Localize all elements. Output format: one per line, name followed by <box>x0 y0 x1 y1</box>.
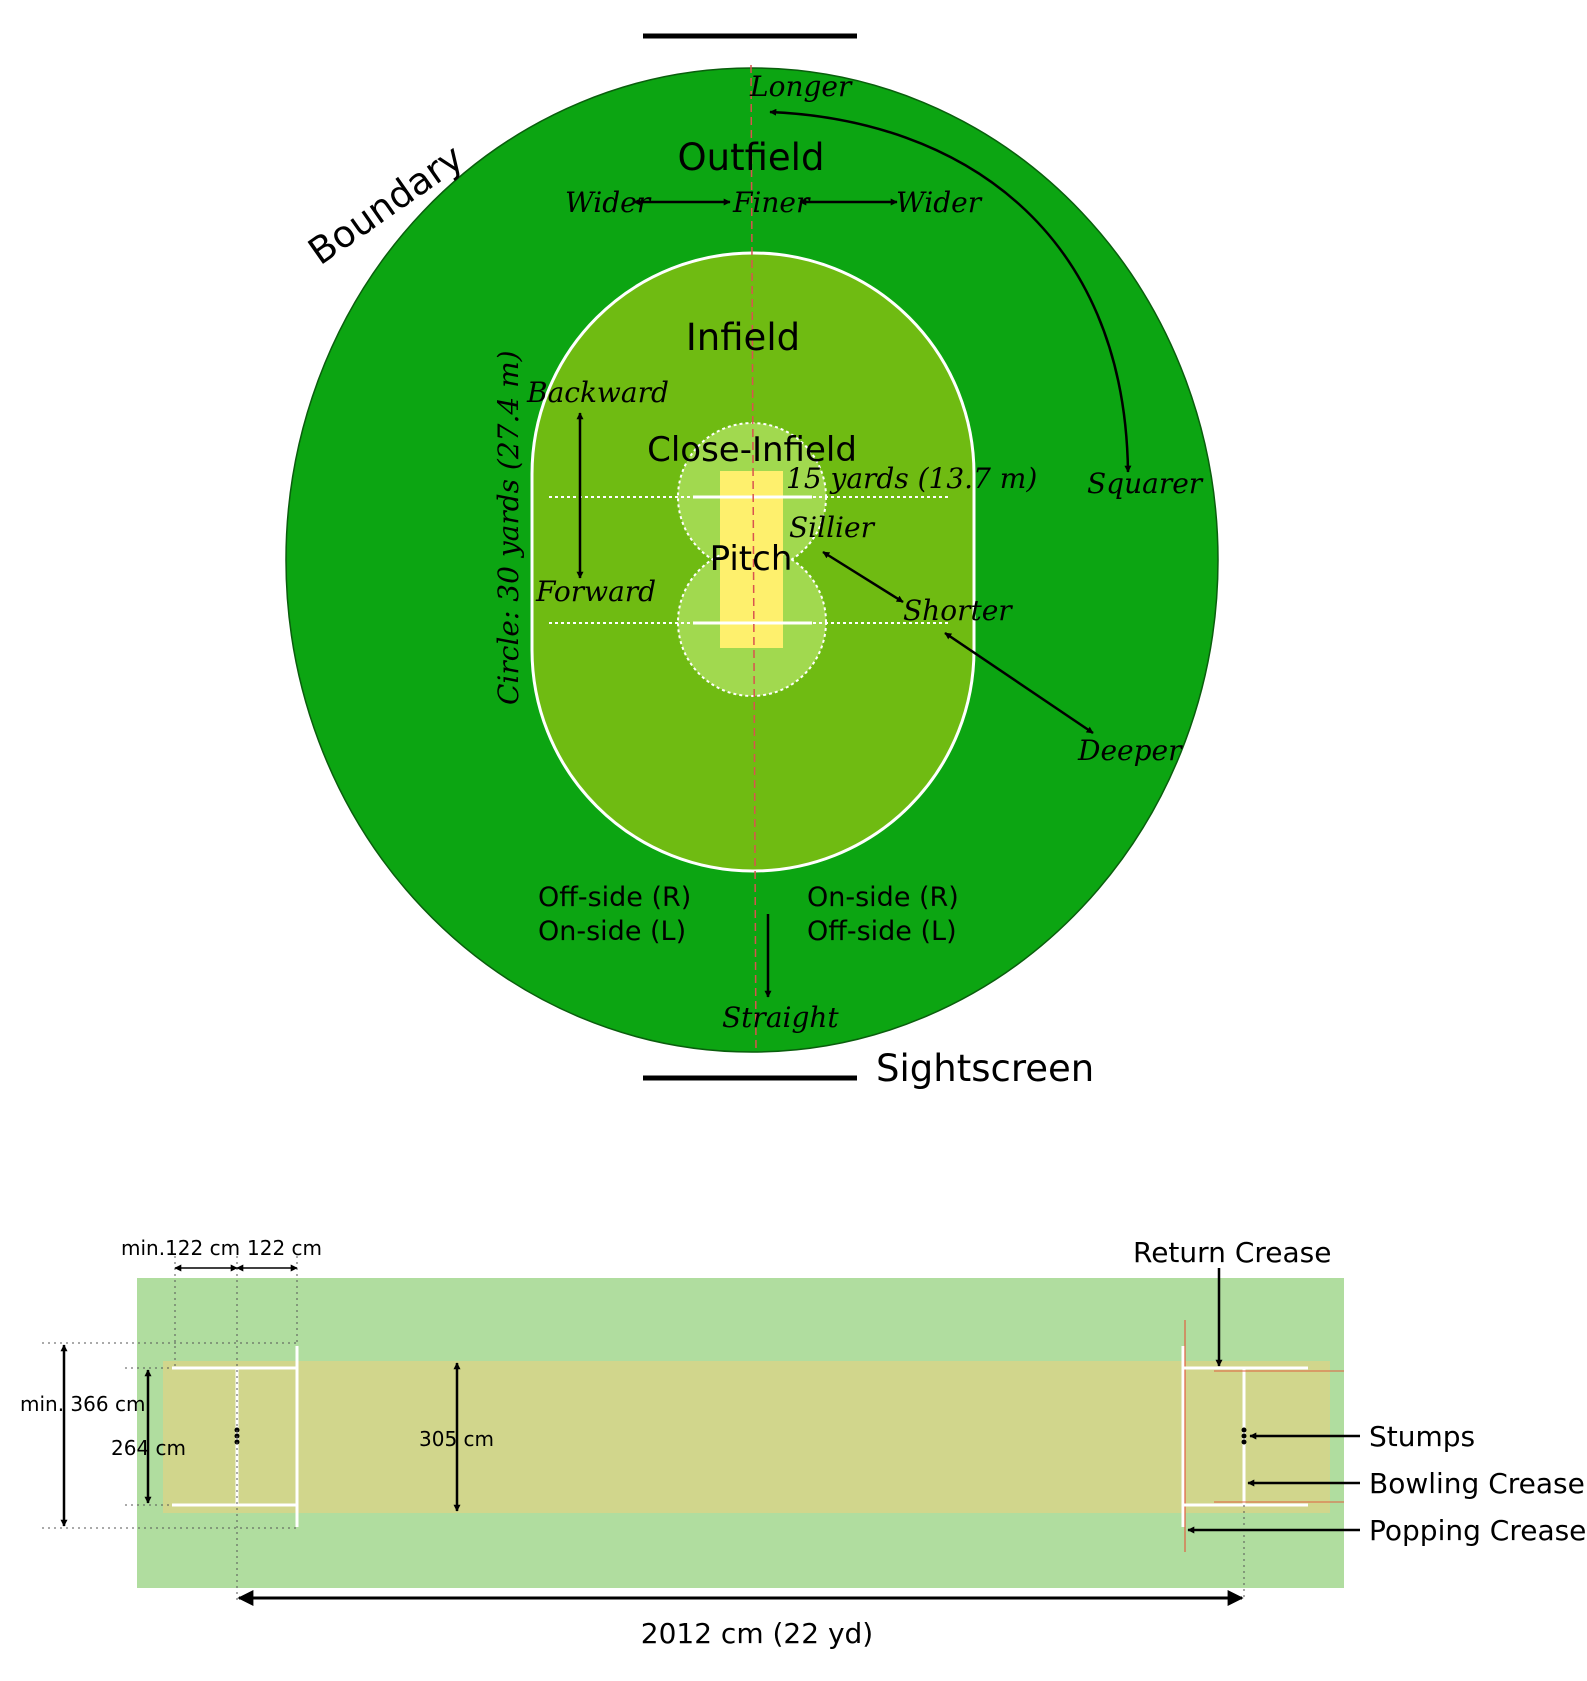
bowling-crease-label: Bowling Crease <box>1369 1467 1585 1500</box>
wider-right-label: Wider <box>896 186 983 219</box>
longer-label: Longer <box>749 70 853 103</box>
pitch-dimensions-diagram: min.122 cm 122 cm min. 366 cm 264 cm 305… <box>20 1236 1586 1650</box>
center-line <box>750 64 757 1053</box>
fifteen-yards-label: 15 yards (13.7 m) <box>786 462 1037 495</box>
pitch-rect <box>720 471 783 648</box>
off-side-l-label: Off-side (L) <box>807 916 957 947</box>
right-stumps <box>1241 1427 1247 1433</box>
return-crease-label: Return Crease <box>1133 1236 1331 1269</box>
deeper-label: Deeper <box>1077 734 1183 767</box>
infield-label: Infield <box>686 316 800 359</box>
sillier-label: Sillier <box>789 511 876 544</box>
shorter-label: Shorter <box>903 594 1013 627</box>
cm-122-label: 122 cm <box>247 1236 322 1260</box>
wider-left-label: Wider <box>565 186 652 219</box>
off-side-r-label: Off-side (R) <box>538 882 691 913</box>
straight-label: Straight <box>722 1001 839 1034</box>
close-infield-label: Close-Infield <box>647 430 857 470</box>
popping-crease-label: Popping Crease <box>1369 1514 1586 1547</box>
right-stumps-3 <box>1241 1439 1247 1445</box>
cm-305-label: 305 cm <box>419 1427 494 1451</box>
stumps-label: Stumps <box>1369 1420 1475 1453</box>
pitch-strip <box>163 1361 1330 1513</box>
squarer-label: Squarer <box>1087 467 1204 500</box>
pitch-label: Pitch <box>710 539 793 579</box>
sightscreen-label: Sightscreen <box>876 1047 1094 1090</box>
right-stumps-2 <box>1241 1433 1247 1439</box>
circle-30-yards-label: Circle: 30 yards (27.4 m) <box>492 350 525 705</box>
cm-264-label: 264 cm <box>111 1436 186 1460</box>
sillier-shorter-arrow <box>822 550 904 604</box>
min-122-label: min.122 cm <box>121 1236 240 1260</box>
on-side-l-label: On-side (L) <box>538 916 686 947</box>
longer-squarer-arrow <box>769 108 1132 473</box>
backward-label: Backward <box>526 376 669 409</box>
length-label: 2012 cm (22 yd) <box>641 1617 873 1650</box>
min-366-label: min. 366 cm <box>20 1392 145 1416</box>
outfield-label: Outfield <box>678 136 825 179</box>
finer-label: Finer <box>732 186 811 219</box>
shorter-deeper-arrow <box>944 631 1094 735</box>
forward-label: Forward <box>535 575 656 608</box>
on-side-r-label: On-side (R) <box>807 882 959 913</box>
pitch-strip-right-end <box>1185 1368 1330 1513</box>
cricket-field: Boundary Outfield Infield Close-Infield … <box>285 33 1219 1090</box>
